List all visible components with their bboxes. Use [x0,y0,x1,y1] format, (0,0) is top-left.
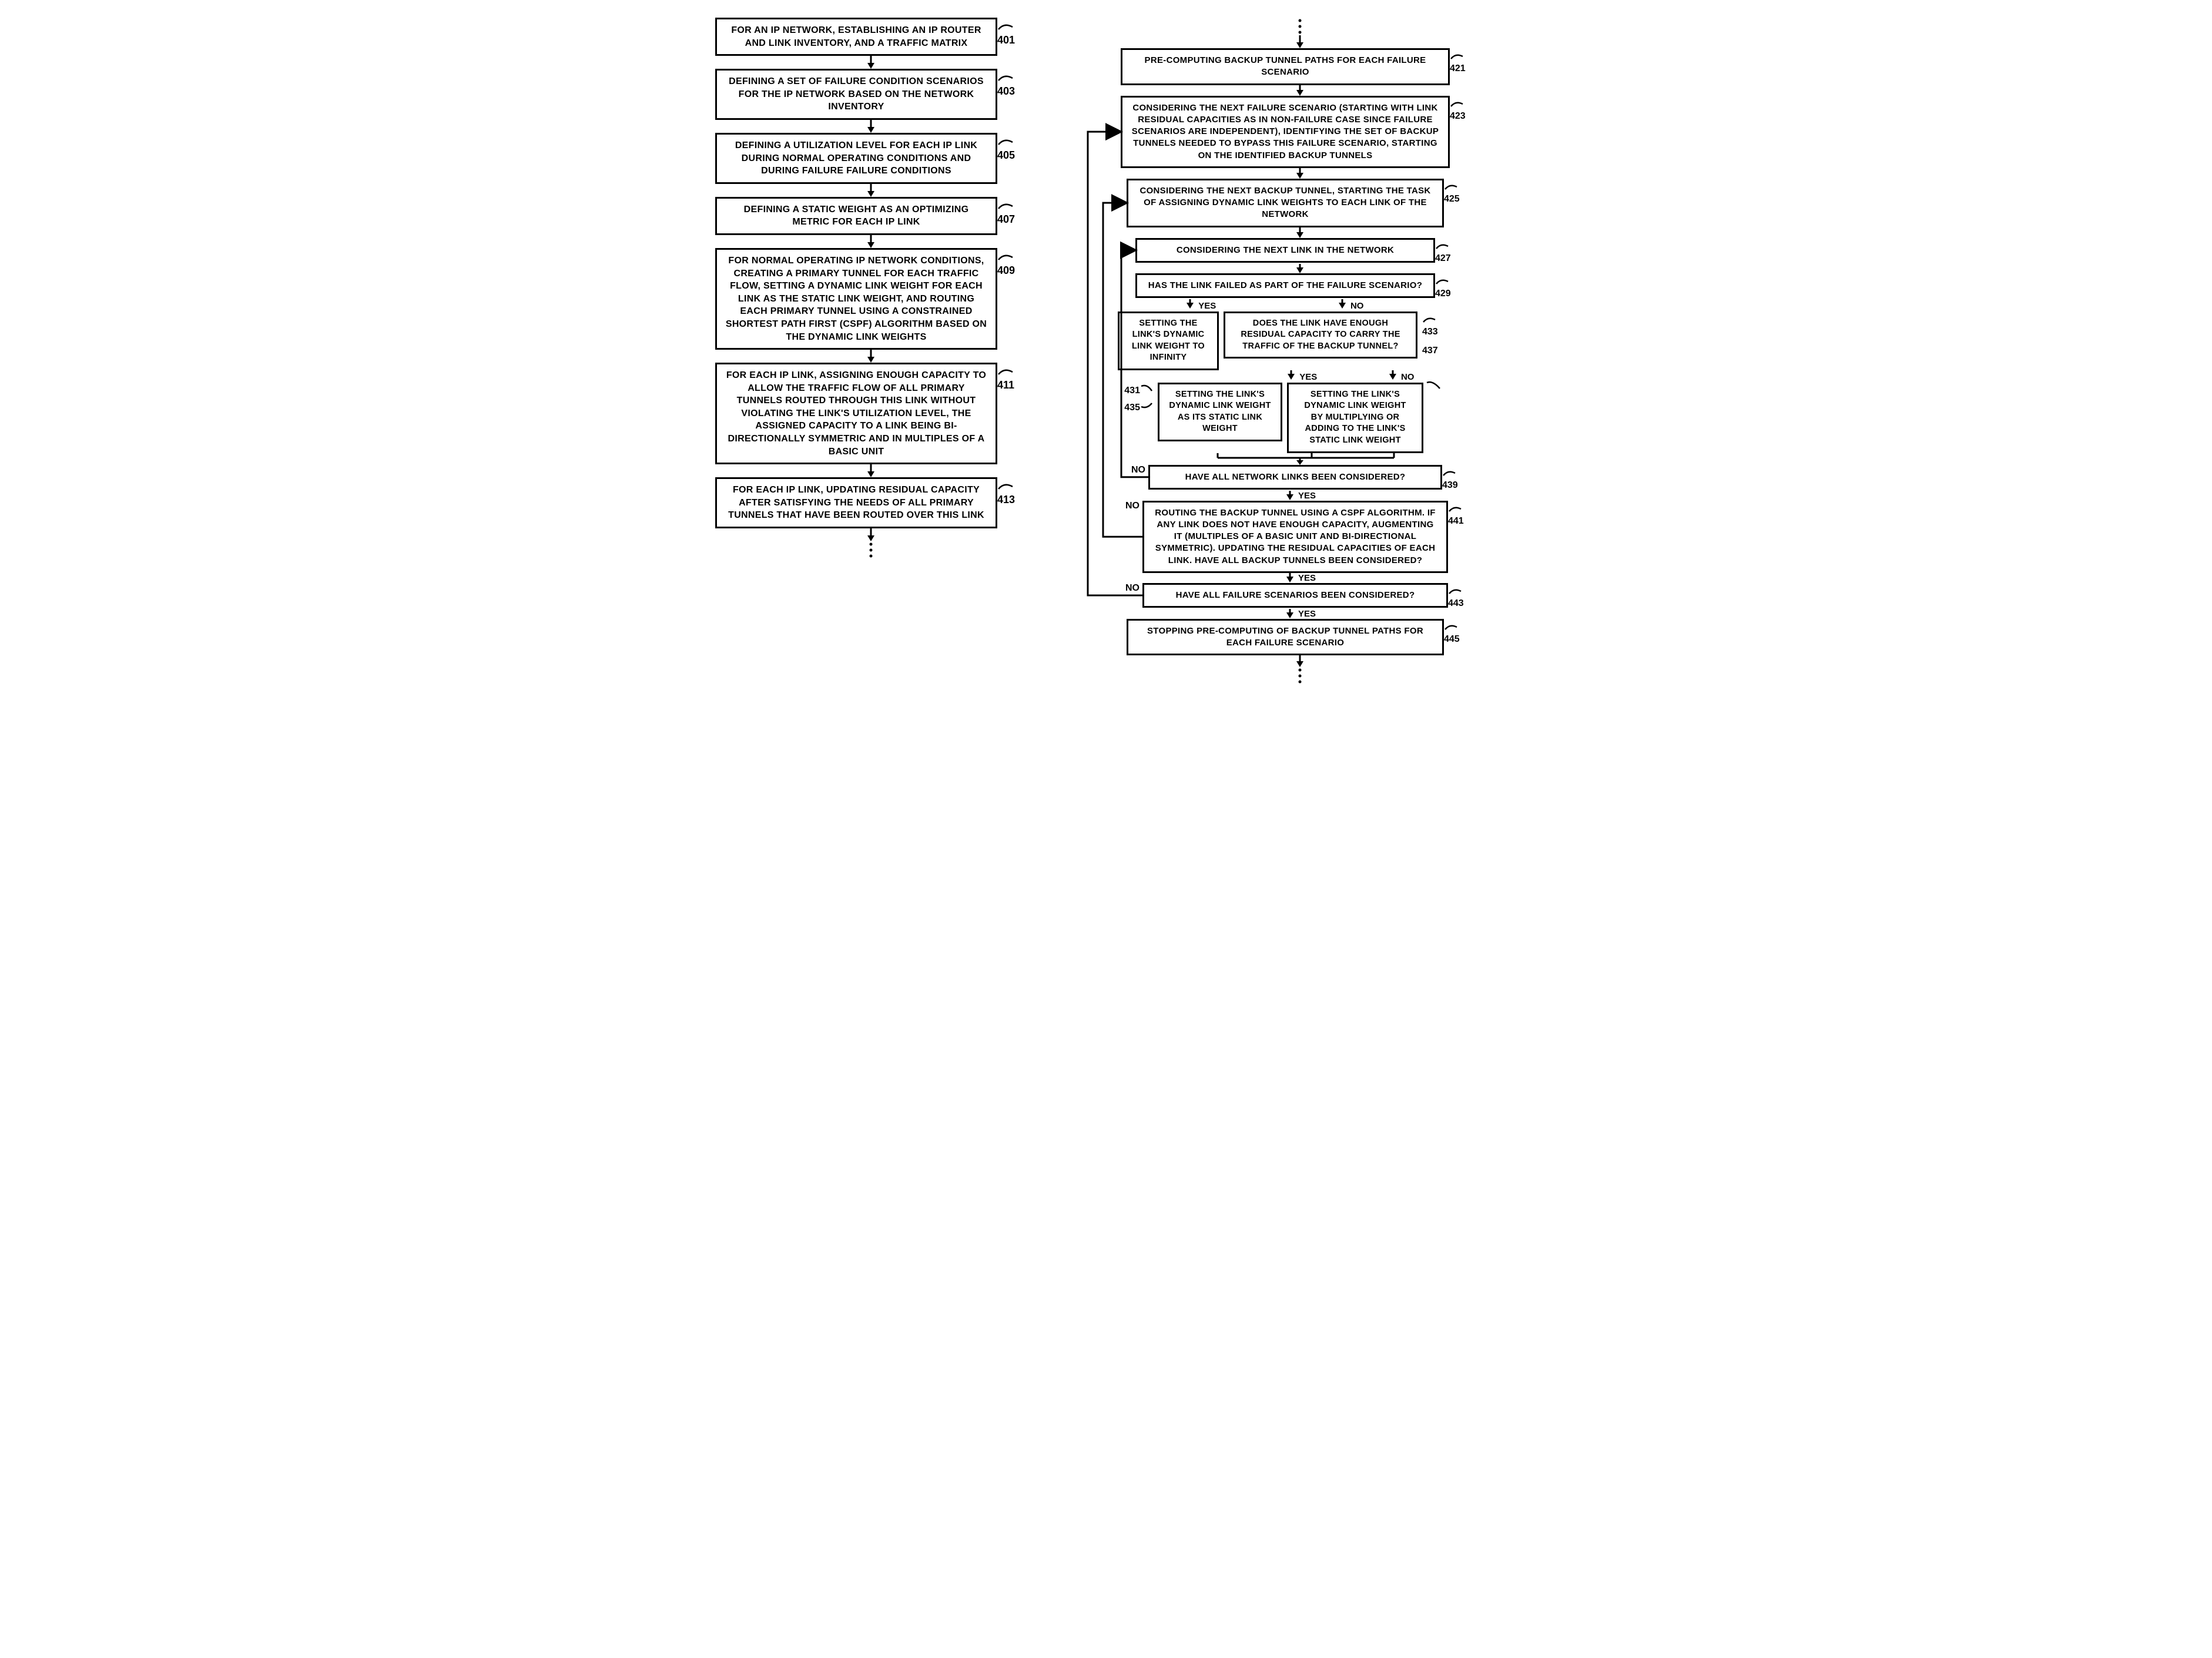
branch-429: YES NO [1150,299,1450,311]
step-box: CONSIDERING THE NEXT LINK IN THE NETWORK [1135,238,1435,263]
left-flow: FOR AN IP NETWORK, ESTABLISHING AN IP RO… [706,18,1035,685]
arrow [865,235,877,248]
continuation-dots [865,541,877,559]
step-429: HAS THE LINK FAILED AS PART OF THE FAILU… [1135,273,1464,299]
step-423: CONSIDERING THE NEXT FAILURE SCENARIO (S… [1121,96,1479,168]
no-label: NO [1401,372,1415,382]
step-435: SETTING THE LINK'S DYNAMIC LINK WEIGHT A… [1158,383,1282,441]
step-437: SETTING THE LINK'S DYNAMIC LINK WEIGHT B… [1287,383,1423,453]
ref-label: 403 [997,69,1027,98]
ref-label: 439 [1442,465,1472,491]
branch-433: YES NO [1150,370,1450,383]
step-427: CONSIDERING THE NEXT LINK IN THE NETWORK… [1135,238,1464,264]
step-box: STOPPING PRE-COMPUTING OF BACKUP TUNNEL … [1127,619,1444,656]
ref-label: 429 [1435,273,1464,299]
step-box: HAVE ALL NETWORK LINKS BEEN CONSIDERED? [1148,465,1442,490]
ref-label: 405 [997,133,1027,162]
arrow [1294,655,1306,667]
arrow: YES [1284,491,1316,501]
arrow [865,56,877,69]
step-421: PRE-COMPUTING BACKUP TUNNEL PATHS FOR EA… [1121,48,1479,85]
step-407: DEFINING A STATIC WEIGHT AS AN OPTIMIZIN… [715,197,1027,235]
yes-label: YES [1298,573,1316,583]
no-label: NO [1122,501,1142,511]
ref-label: 441 [1448,501,1477,527]
step-425: CONSIDERING THE NEXT BACKUP TUNNEL, STAR… [1127,179,1473,227]
right-flow: PRE-COMPUTING BACKUP TUNNEL PATHS FOR EA… [1094,18,1506,685]
row-431-433: SETTING THE LINK'S DYNAMIC LINK WEIGHT T… [1118,311,1482,370]
ref-label: 445 [1444,619,1473,645]
ref-label: 443 [1448,583,1477,609]
step-box: DEFINING A UTILIZATION LEVEL FOR EACH IP… [715,133,997,184]
step-439: NO HAVE ALL NETWORK LINKS BEEN CONSIDERE… [1128,465,1472,491]
step-box: HAVE ALL FAILURE SCENARIOS BEEN CONSIDER… [1142,583,1448,608]
ref-label: 427 [1435,238,1464,264]
arrow [865,184,877,197]
ref-label-433: 433437 [1422,311,1452,356]
yes-label: YES [1198,301,1216,311]
ref-431-435: 431 435 [1118,383,1153,413]
step-433: DOES THE LINK HAVE ENOUGH RESIDUAL CAPAC… [1224,311,1417,359]
arrow [1159,453,1441,465]
step-box: FOR EACH IP LINK, ASSIGNING ENOUGH CAPAC… [715,363,997,464]
arrow [1294,264,1306,273]
step-431: SETTING THE LINK'S DYNAMIC LINK WEIGHT T… [1118,311,1219,370]
ref-label: 421 [1450,48,1479,74]
step-413: FOR EACH IP LINK, UPDATING RESIDUAL CAPA… [715,477,1027,528]
step-box: FOR EACH IP LINK, UPDATING RESIDUAL CAPA… [715,477,997,528]
arrow [1294,35,1306,48]
ref-label: 411 [997,363,1027,391]
arrow [865,528,877,541]
arrow [865,464,877,477]
yes-label: YES [1298,491,1316,501]
arrow [865,350,877,363]
arrow: YES [1284,573,1316,583]
arrow: YES [1284,609,1316,619]
ref-label: 401 [997,18,1027,46]
step-445: STOPPING PRE-COMPUTING OF BACKUP TUNNEL … [1127,619,1473,656]
ref-label: 413 [997,477,1027,506]
step-405: DEFINING A UTILIZATION LEVEL FOR EACH IP… [715,133,1027,184]
step-443: NO HAVE ALL FAILURE SCENARIOS BEEN CONSI… [1122,583,1477,609]
ref-label: 423 [1450,96,1479,122]
step-box: HAS THE LINK FAILED AS PART OF THE FAILU… [1135,273,1435,298]
step-409: FOR NORMAL OPERATING IP NETWORK CONDITIO… [715,248,1027,350]
no-label: NO [1350,301,1364,311]
arrow [865,120,877,133]
ref-label: 409 [997,248,1027,277]
step-box: FOR AN IP NETWORK, ESTABLISHING AN IP RO… [715,18,997,56]
ref-label: 425 [1444,179,1473,205]
continuation-dots-top [1294,18,1306,35]
row-435-437: 431 435 SETTING THE LINK'S DYNAMIC LINK … [1118,383,1482,453]
step-411: FOR EACH IP LINK, ASSIGNING ENOUGH CAPAC… [715,363,1027,464]
yes-label: YES [1298,609,1316,619]
ref-label: 407 [997,197,1027,226]
arrow [1294,227,1306,238]
step-box: FOR NORMAL OPERATING IP NETWORK CONDITIO… [715,248,997,350]
step-403: DEFINING A SET OF FAILURE CONDITION SCEN… [715,69,1027,120]
arrow [1294,85,1306,96]
step-box: PRE-COMPUTING BACKUP TUNNEL PATHS FOR EA… [1121,48,1450,85]
step-box: ROUTING THE BACKUP TUNNEL USING A CSPF A… [1142,501,1448,573]
step-401: FOR AN IP NETWORK, ESTABLISHING AN IP RO… [715,18,1027,56]
yes-label: YES [1299,372,1317,382]
step-441: NO ROUTING THE BACKUP TUNNEL USING A CSP… [1122,501,1477,573]
step-box: DEFINING A SET OF FAILURE CONDITION SCEN… [715,69,997,120]
no-label: NO [1128,465,1148,475]
step-box: CONSIDERING THE NEXT FAILURE SCENARIO (S… [1121,96,1450,168]
arrow [1294,168,1306,179]
step-box: DEFINING A STATIC WEIGHT AS AN OPTIMIZIN… [715,197,997,235]
step-box: CONSIDERING THE NEXT BACKUP TUNNEL, STAR… [1127,179,1444,227]
no-label: NO [1122,583,1142,594]
continuation-dots-bottom [1294,667,1306,685]
